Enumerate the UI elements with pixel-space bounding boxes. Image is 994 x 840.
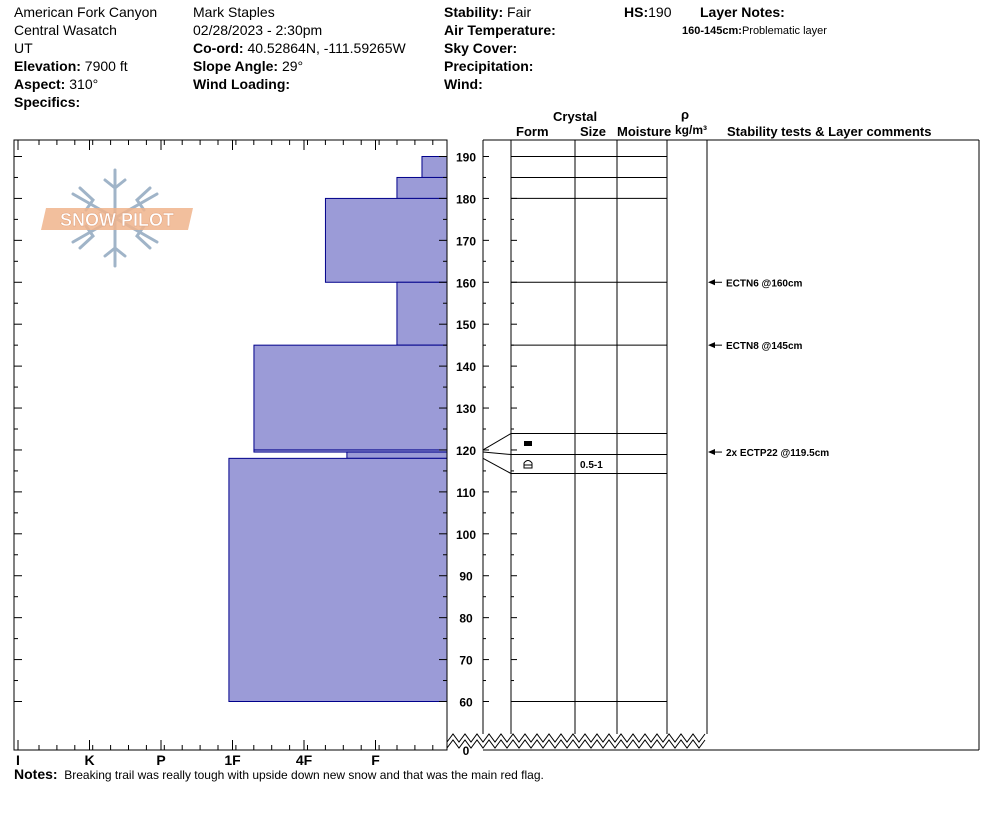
boundary-leader <box>482 451 512 455</box>
observer-name: Mark Staples <box>193 4 275 20</box>
layer-notes-row: Layer Notes: <box>700 3 785 21</box>
specifics-row: Specifics: <box>14 93 80 111</box>
moisture-header: Moisture <box>617 124 672 139</box>
height-tick-label-150: 150 <box>456 318 476 332</box>
height-tick-label-70: 70 <box>459 654 473 668</box>
sky-cover-row: Sky Cover: <box>444 39 517 57</box>
height-tick-label-0: 0 <box>463 744 470 758</box>
hs-row: HS:190 <box>624 3 671 21</box>
stability-value: Fair <box>507 4 532 20</box>
coord-label: Co-ord: <box>193 40 244 56</box>
layer-note-range: 160-145cm: <box>682 25 742 37</box>
crystal-size-label: 0.5-1 <box>580 460 603 471</box>
hs-value: 190 <box>648 4 672 20</box>
wind-loading-row: Wind Loading: <box>193 75 290 93</box>
boundary-leader <box>482 457 512 474</box>
hardness-panel-frame <box>13 139 448 751</box>
hardness-bar-4 <box>253 344 448 451</box>
location-name: American Fork Canyon <box>14 4 158 20</box>
slope-row: Slope Angle: 29° <box>193 57 303 75</box>
stability-row: Stability: Fair <box>444 3 531 21</box>
hardness-tick-label-K: K <box>84 752 94 768</box>
hardness-bar-2 <box>324 197 448 283</box>
rho-header: ρ <box>681 107 690 122</box>
height-tick-label-120: 120 <box>456 444 476 458</box>
axis-break-zigzag-bottom <box>446 739 706 749</box>
axis-break-zigzag-top <box>446 733 706 743</box>
comments-header: Stability tests & Layer comments <box>727 124 932 139</box>
stability-arrowhead-0 <box>708 279 715 286</box>
height-tick-label-110: 110 <box>456 486 476 500</box>
air-temp-row: Air Temperature: <box>444 21 556 39</box>
height-tick-label-130: 130 <box>456 402 476 416</box>
hs-label: HS: <box>624 4 649 20</box>
elevation-row: Elevation: 7900 ft <box>14 57 128 75</box>
coord-row: Co-ord: 40.52864N, -111.59265W <box>193 39 406 57</box>
wind-loading-label: Wind Loading: <box>193 76 291 92</box>
hardness-bar-7 <box>228 457 448 702</box>
layer-notes-label: Layer Notes: <box>700 4 785 20</box>
crust-symbol <box>524 441 532 446</box>
hardness-tick-label-4F: 4F <box>296 752 313 768</box>
stability-test-label-2: 2x ECTP22 @119.5cm <box>726 448 829 459</box>
hardness-bar-6 <box>346 451 448 459</box>
stability-test-label-0: ECTN6 @160cm <box>726 278 803 289</box>
hardness-bar-0 <box>421 156 448 178</box>
stability-label: Stability: <box>444 4 504 20</box>
elevation-label: Elevation: <box>14 58 81 74</box>
hardness-bar-1 <box>396 176 448 199</box>
elevation-value: 7900 ft <box>84 58 128 74</box>
height-tick-label-60: 60 <box>459 696 473 710</box>
state-name: UT <box>14 40 33 56</box>
hardness-tick-label-F: F <box>371 752 380 768</box>
height-tick-label-100: 100 <box>456 528 476 542</box>
height-tick-label-170: 170 <box>456 234 476 248</box>
snowpilot-logo: SNOW PILOT <box>41 168 193 268</box>
boundary-leader <box>482 433 512 451</box>
notes-label: Notes: <box>14 766 58 782</box>
density-unit-header: kg/m³ <box>675 123 708 137</box>
stability-test-label-1: ECTN8 @145cm <box>726 341 803 352</box>
aspect-value: 310° <box>69 76 99 92</box>
hardness-tick-label-P: P <box>156 752 165 768</box>
stability-arrowhead-1 <box>708 342 715 349</box>
layer-note: 160-145cm:Problematic layer <box>682 22 827 40</box>
depth-hoar-symbol <box>523 460 533 469</box>
stability-arrowhead-2 <box>708 449 715 456</box>
height-tick-label-190: 190 <box>456 151 476 165</box>
observation-datetime: 02/28/2023 - 2:30pm <box>193 22 323 38</box>
height-tick-label-180: 180 <box>456 192 476 206</box>
sky-cover-label: Sky Cover: <box>444 40 518 56</box>
wind-row: Wind: <box>444 75 483 93</box>
hardness-tick-label-1F: 1F <box>224 752 241 768</box>
specifics-label: Specifics: <box>14 94 81 110</box>
precip-row: Precipitation: <box>444 57 533 75</box>
hardness-bar-3 <box>396 281 448 346</box>
notes-row: Notes: Breaking trail was really tough w… <box>14 766 544 782</box>
layer-note-text: Problematic layer <box>741 25 827 37</box>
precip-label: Precipitation: <box>444 58 534 74</box>
height-tick-label-160: 160 <box>456 276 476 290</box>
coord-value: 40.52864N, -111.59265W <box>247 40 406 56</box>
size-header: Size <box>580 124 607 139</box>
slope-value: 29° <box>281 58 304 74</box>
height-tick-label-90: 90 <box>459 570 473 584</box>
height-tick-label-80: 80 <box>459 612 473 626</box>
aspect-label: Aspect: <box>14 76 66 92</box>
range-name: Central Wasatch <box>14 22 117 38</box>
height-tick-label-140: 140 <box>456 360 476 374</box>
crystal-header: Crystal <box>553 109 598 124</box>
slope-label: Slope Angle: <box>193 58 279 74</box>
logo-text: SNOW PILOT <box>60 210 174 230</box>
wind-label: Wind: <box>444 76 483 92</box>
notes-text: Breaking trail was really tough with ups… <box>64 768 544 782</box>
aspect-row: Aspect: 310° <box>14 75 98 93</box>
hardness-tick-label-I: I <box>16 752 20 768</box>
air-temp-label: Air Temperature: <box>444 22 556 38</box>
form-header: Form <box>516 124 549 139</box>
